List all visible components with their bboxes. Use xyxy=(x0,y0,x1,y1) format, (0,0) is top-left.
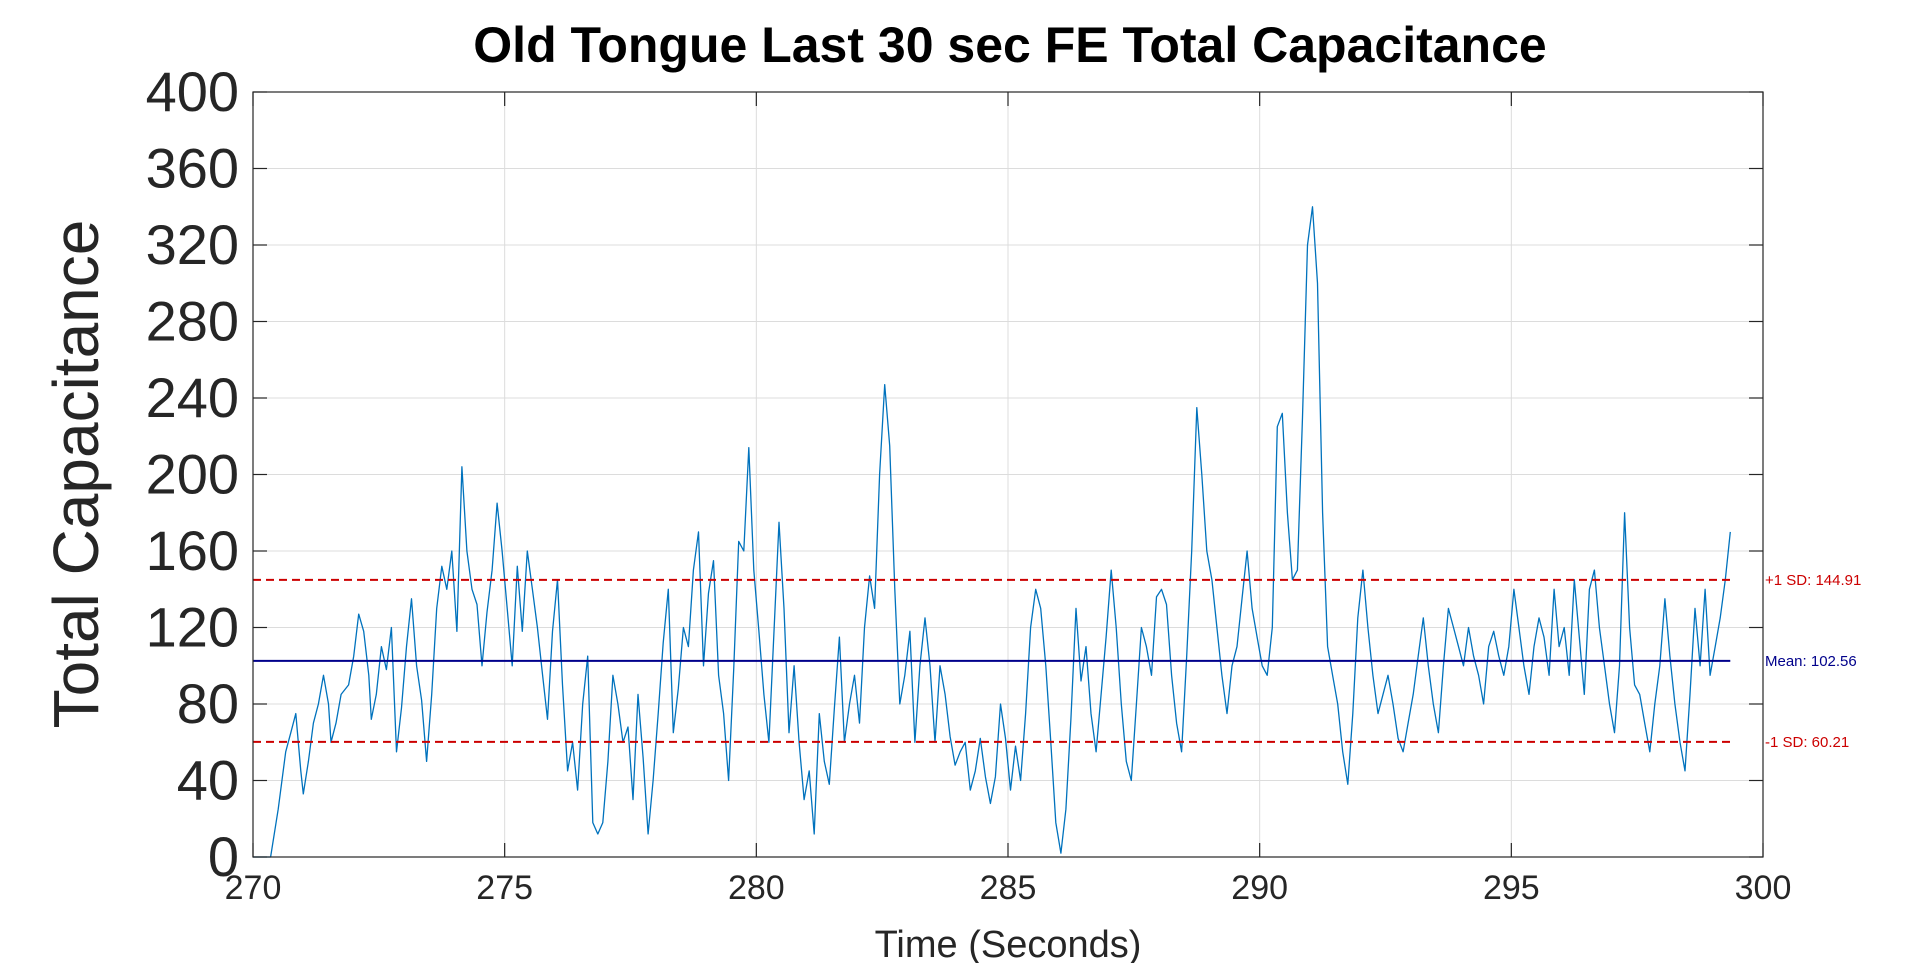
y-tick-label-4: 160 xyxy=(146,519,239,582)
x-tick-label-1: 275 xyxy=(476,869,533,907)
y-tick-label-2: 80 xyxy=(177,672,239,735)
y-tick-label-10: 400 xyxy=(146,60,239,123)
y-tick-label-0: 0 xyxy=(208,825,239,888)
x-tick-label-0: 270 xyxy=(225,869,282,907)
y-tick-label-9: 360 xyxy=(146,137,239,200)
y-tick-label-6: 240 xyxy=(146,366,239,429)
y-tick-label-3: 120 xyxy=(146,596,239,659)
ref-label-2: -1 SD: 60.21 xyxy=(1765,734,1849,751)
x-tick-label-6: 300 xyxy=(1735,869,1792,907)
x-axis-label: Time (Seconds) xyxy=(875,924,1142,963)
x-axis-ticks: 270 275 280 285 290 295 300 xyxy=(225,92,1792,907)
y-tick-label-5: 200 xyxy=(146,443,239,506)
series-group xyxy=(253,206,1731,858)
y-axis-ticks: 0 40 80 120 160 200 240 280 320 360 400 xyxy=(146,60,1763,888)
x-tick-label-2: 280 xyxy=(728,869,785,907)
x-tick-label-3: 285 xyxy=(980,869,1037,907)
ref-label-0: +1 SD: 144.91 xyxy=(1765,572,1861,589)
x-tick-label-4: 290 xyxy=(1231,869,1288,907)
y-tick-label-1: 40 xyxy=(177,749,239,812)
x-tick-label-5: 295 xyxy=(1483,869,1540,907)
y-tick-label-8: 320 xyxy=(146,213,239,276)
series-line-0 xyxy=(253,206,1731,858)
y-axis-label: Total Capacitance xyxy=(40,220,112,729)
chart-title: Old Tongue Last 30 sec FE Total Capacita… xyxy=(473,17,1546,73)
reference-lines: +1 SD: 144.91 Mean: 102.56 -1 SD: 60.21 xyxy=(253,572,1861,751)
y-tick-label-7: 280 xyxy=(146,290,239,353)
ref-label-1: Mean: 102.56 xyxy=(1765,653,1857,670)
